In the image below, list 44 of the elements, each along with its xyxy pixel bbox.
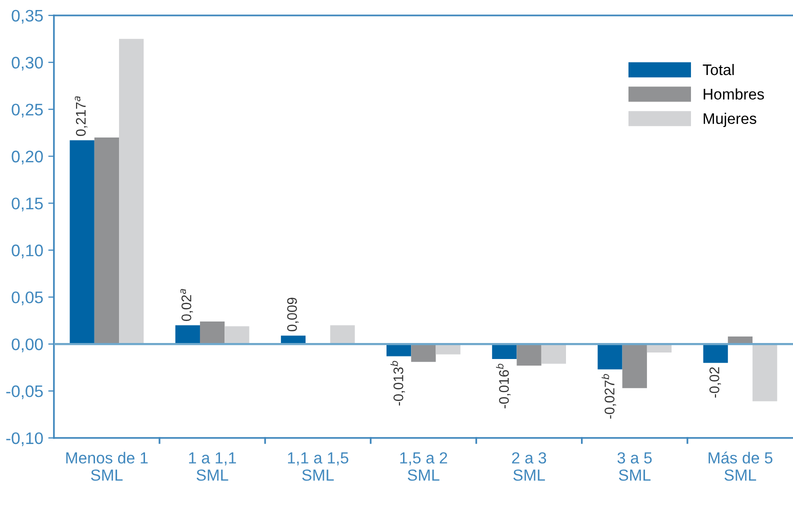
bar (119, 38, 144, 344)
bar (598, 344, 622, 370)
bar (436, 344, 460, 354)
bar (492, 344, 517, 360)
y-tick-label: 0,30 (12, 56, 43, 71)
data-label: -0,02 (709, 367, 721, 398)
y-tick-label: 0,35 (12, 10, 43, 24)
y-tick-label: 0,10 (12, 244, 43, 258)
bar (622, 344, 647, 388)
bar (70, 140, 94, 344)
bar (411, 344, 436, 362)
bar (224, 326, 250, 344)
x-tick-label: 1 a 1,1 SML (189, 452, 236, 481)
data-label: 0,217$^{a}$ (74, 96, 88, 136)
bar (175, 325, 200, 344)
bar (516, 344, 542, 366)
data-label: -0,013$^{b}$ (390, 360, 405, 406)
y-tick-label: 0,25 (12, 104, 43, 118)
data-label: -0,027$^{b}$ (602, 374, 616, 419)
x-tick-label: 1,1 a 1,5 SML (288, 452, 348, 481)
y-tick-label: 0,00 (12, 338, 43, 352)
legend-label: Mujeres (704, 112, 756, 128)
y-tick-label: 0,05 (12, 291, 43, 306)
y-tick-label: -0,05 (6, 385, 43, 400)
x-tick-label: Menos de 1 SML (66, 452, 148, 481)
bar (330, 325, 355, 344)
legend-label: Hombres (704, 88, 764, 100)
data-label: 0,02$^{a}$ (180, 289, 193, 321)
bar (752, 344, 778, 402)
bar (541, 344, 566, 364)
x-tick-label: 2 a 3 SML (512, 452, 546, 481)
bar (703, 344, 728, 363)
data-label: 0,009 (287, 298, 299, 332)
y-tick-label: 0,20 (12, 150, 43, 164)
bar (94, 137, 120, 344)
bar (200, 322, 225, 344)
data-label: -0,016$^{b}$ (496, 364, 511, 408)
y-tick-label: 0,15 (12, 198, 43, 212)
y-tick-label: -0,10 (6, 432, 43, 446)
x-tick-label: Más de 5 SML (708, 452, 772, 481)
legend-label: Total (702, 64, 734, 76)
x-tick-label: 3 a 5 SML (617, 452, 652, 481)
bar (386, 344, 412, 356)
x-tick-label: 1,5 a 2 SML (400, 452, 448, 481)
